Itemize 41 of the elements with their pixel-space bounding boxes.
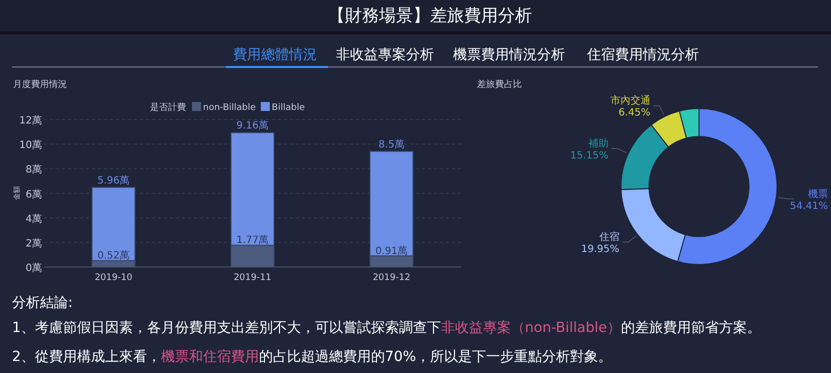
text: 【財務場景】差旅費用分析: [328, 6, 532, 26]
data-label: 5.96萬: [97, 174, 130, 186]
text: 的差旅費用節省方案。: [621, 319, 762, 336]
text: 住宿費用情況分析: [586, 47, 699, 63]
chart-title: 差旅費占比: [477, 79, 522, 90]
text: 機票費用情況分析: [453, 47, 565, 63]
x-tick-label: 2019-11: [234, 273, 272, 283]
text: 機票和住宿費用: [160, 349, 259, 365]
slice-label: 機票: [808, 188, 828, 200]
y-tick-label: 0萬: [26, 262, 42, 274]
legend-title: 是否計費: [150, 102, 186, 113]
text: 的占比超過總費用的70%，所以是下一步重點分析對象。: [258, 349, 612, 365]
text: 1、考慮節假日因素，各月份費用支出差別不大，可以嘗試探索調查下: [12, 320, 441, 336]
legend-label: Billable: [272, 103, 306, 113]
slice-label: 市內交通: [610, 94, 650, 107]
y-tick-label: 10萬: [19, 139, 42, 152]
data-label: 0.52萬: [97, 250, 130, 262]
y-tick-label: 12萬: [19, 114, 42, 126]
legend-label: non-Billable: [203, 103, 256, 113]
x-tick-label: 2019-12: [372, 273, 410, 283]
slice-label: 補助: [588, 138, 608, 150]
data-label: 54.41%: [790, 200, 828, 212]
y-tick-label: 2萬: [26, 237, 42, 250]
data-label: 8.5萬: [378, 138, 404, 150]
text: 非收益專案分析: [336, 46, 434, 63]
x-tick-label: 2019-10: [94, 273, 133, 283]
text: 2、從費用構成上來看，: [12, 349, 161, 365]
data-label: 15.15%: [570, 150, 608, 162]
data-label: 19.95%: [581, 244, 620, 256]
data-label: 9.16萬: [236, 120, 269, 132]
y-tick-label: 8萬: [26, 164, 42, 176]
y-tick-label: 4萬: [26, 212, 42, 225]
slice-label: 住宿: [599, 231, 620, 244]
chart-title: 月度費用情況: [13, 79, 67, 90]
data-label: 6.45%: [618, 108, 650, 119]
text: 非收益專案（non-Billable）: [440, 319, 622, 336]
text: 費用總體情況: [233, 47, 317, 63]
data-label: 1.77萬: [236, 234, 269, 246]
data-label: 0.91萬: [375, 244, 408, 257]
y-tick-label: 6萬: [26, 188, 42, 200]
text: 分析結論:: [12, 295, 73, 311]
